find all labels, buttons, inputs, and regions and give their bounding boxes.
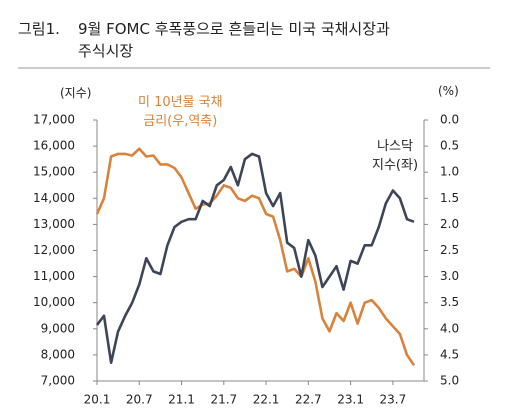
x-tick-label: 20.7	[126, 393, 153, 407]
y-tick-label: 9,000	[41, 321, 75, 335]
x-tick-label: 23.7	[380, 393, 407, 407]
y2-tick-label: 4.0	[440, 321, 459, 335]
x-tick-label: 21.1	[168, 393, 195, 407]
y-tick-label: 7,000	[41, 374, 75, 388]
y-tick-label: 15,000	[33, 165, 75, 179]
y-tick-label: 8,000	[41, 347, 75, 361]
y-tick-label: 17,000	[33, 113, 75, 127]
x-tick-label: 23.1	[337, 393, 364, 407]
series-line	[95, 147, 416, 367]
x-tick-label: 21.7	[210, 393, 237, 407]
y2-tick-label: 3.5	[440, 295, 459, 309]
y2-tick-label: 4.5	[440, 347, 459, 361]
series-label: 나스닥 지수(좌)	[372, 139, 419, 173]
y2-axis-label: (%)	[438, 84, 459, 98]
x-tick-label: 20.1	[84, 393, 111, 407]
y-tick-label: 13,000	[33, 217, 75, 231]
y2-tick-label: 0.0	[440, 113, 459, 127]
y2-tick-label: 2.0	[440, 217, 459, 231]
chart-title: 9월 FOMC 후폭풍으로 흔들리는 미국 국채시장과 주식시장	[78, 20, 390, 60]
y-tick-label: 16,000	[33, 139, 75, 153]
y2-tick-label: 0.5	[440, 139, 459, 153]
series-label: 미 10년물 국채 금리(우,역축)	[138, 95, 223, 129]
y-tick-label: 12,000	[33, 243, 75, 257]
x-tick-label: 22.1	[253, 393, 280, 407]
y-tick-label: 10,000	[33, 295, 75, 309]
series-line	[95, 152, 415, 364]
y2-tick-label: 1.5	[440, 191, 459, 205]
y-tick-label: 14,000	[33, 191, 75, 205]
y2-tick-label: 5.0	[440, 374, 459, 388]
figure-label: 그림1.	[18, 20, 60, 38]
y-axis-label: (지수)	[60, 86, 92, 100]
y2-tick-label: 1.0	[440, 165, 459, 179]
x-tick-label: 22.7	[295, 393, 322, 407]
y-tick-label: 11,000	[33, 269, 75, 283]
y2-tick-label: 3.0	[440, 269, 459, 283]
y2-tick-label: 2.5	[440, 243, 459, 257]
